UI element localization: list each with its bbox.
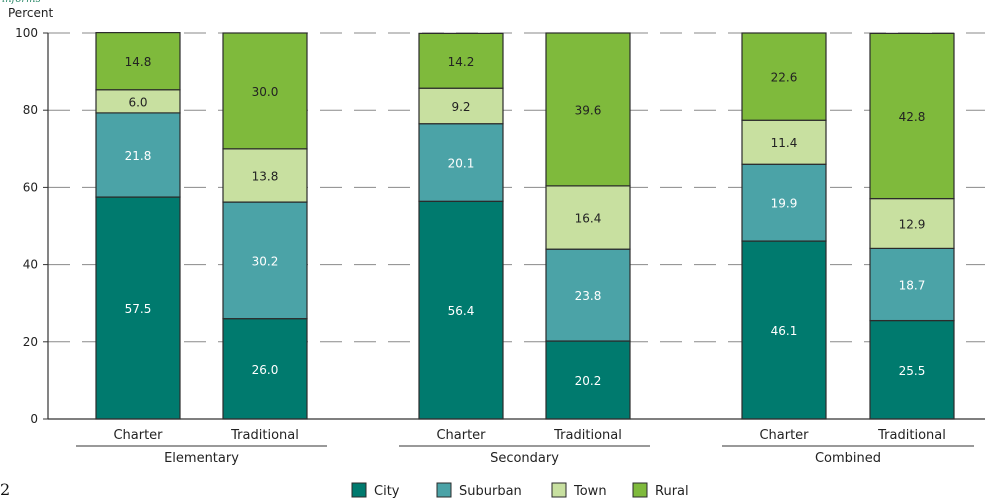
legend-swatch-town [551,482,567,498]
bar-segment-city [741,240,827,420]
data-label-city: 20.2 [575,374,602,388]
bar-segment-town [869,197,955,249]
data-label-city: 26.0 [252,363,279,377]
data-label-town: 6.0 [128,95,147,109]
data-label-rural: 30.0 [252,85,279,99]
legend-label-rural: Rural [655,484,689,499]
legend-swatch-rural [632,482,648,498]
data-label-suburban: 23.8 [575,289,602,303]
bar-segment-suburban [95,112,181,198]
data-label-town: 11.4 [771,136,798,150]
bar-segment-city [418,200,504,420]
data-label-rural: 22.6 [771,71,798,85]
data-label-city: 46.1 [771,324,798,338]
data-label-suburban: 19.9 [771,197,798,211]
data-label-suburban: 30.2 [252,254,279,268]
x-tick-label: Traditional [553,428,622,443]
legend-label-city: City [374,484,400,499]
group-label: Secondary [490,451,559,466]
y-tick-label: 40 [23,258,38,272]
data-label-rural: 42.8 [899,110,926,124]
bar-segment-rural [869,32,955,200]
data-label-city: 57.5 [125,302,152,316]
bar-segment-rural [222,32,308,150]
y-tick-label: 100 [15,26,38,40]
data-label-city: 56.4 [448,304,475,318]
group-label: Elementary [164,451,239,466]
bar-segment-city [545,340,631,420]
bar-segment-suburban [741,163,827,242]
data-label-rural: 14.8 [125,55,152,69]
data-label-rural: 39.6 [575,103,602,117]
bar-segment-rural [545,32,631,187]
bar-segment-rural [418,32,504,89]
bar-segment-town [418,87,504,125]
legend-swatch-city [351,482,367,498]
x-tick-label: Charter [436,428,486,443]
legend-label-suburban: Suburban [459,484,522,499]
bar-segment-suburban [869,247,955,322]
bar-segment-city [869,319,955,420]
data-label-suburban: 18.7 [899,278,926,292]
bar-segment-city [95,196,181,420]
top-stub-text: informs [2,0,41,5]
x-tick-label: Charter [113,428,163,443]
y-tick-label: 60 [23,180,38,194]
data-label-suburban: 20.1 [448,157,475,171]
bar-segment-suburban [545,248,631,342]
bar-segment-city [222,318,308,420]
data-label-town: 12.9 [899,217,926,231]
data-label-town: 16.4 [575,212,602,226]
bar-segment-town [741,119,827,165]
y-tick-label: 0 [30,412,38,426]
y-tick-label: 20 [23,335,38,349]
bar-segment-rural [95,32,181,91]
data-label-rural: 14.2 [448,55,475,69]
y-axis-title: Percent [8,6,53,20]
x-tick-label: Traditional [230,428,299,443]
bar-segment-rural [741,32,827,121]
data-label-city: 25.5 [899,364,926,378]
data-label-suburban: 21.8 [125,149,152,163]
data-label-town: 9.2 [451,100,470,114]
x-tick-label: Charter [759,428,809,443]
x-tick-label: Traditional [877,428,946,443]
bar-segment-suburban [222,201,308,320]
legend-label-town: Town [573,484,607,499]
corner-label: 2 [0,480,11,499]
group-label: Combined [815,451,881,466]
bar-segment-town [545,185,631,250]
data-label-town: 13.8 [252,169,279,183]
legend-swatch-suburban [436,482,452,498]
y-tick-label: 80 [23,103,38,117]
